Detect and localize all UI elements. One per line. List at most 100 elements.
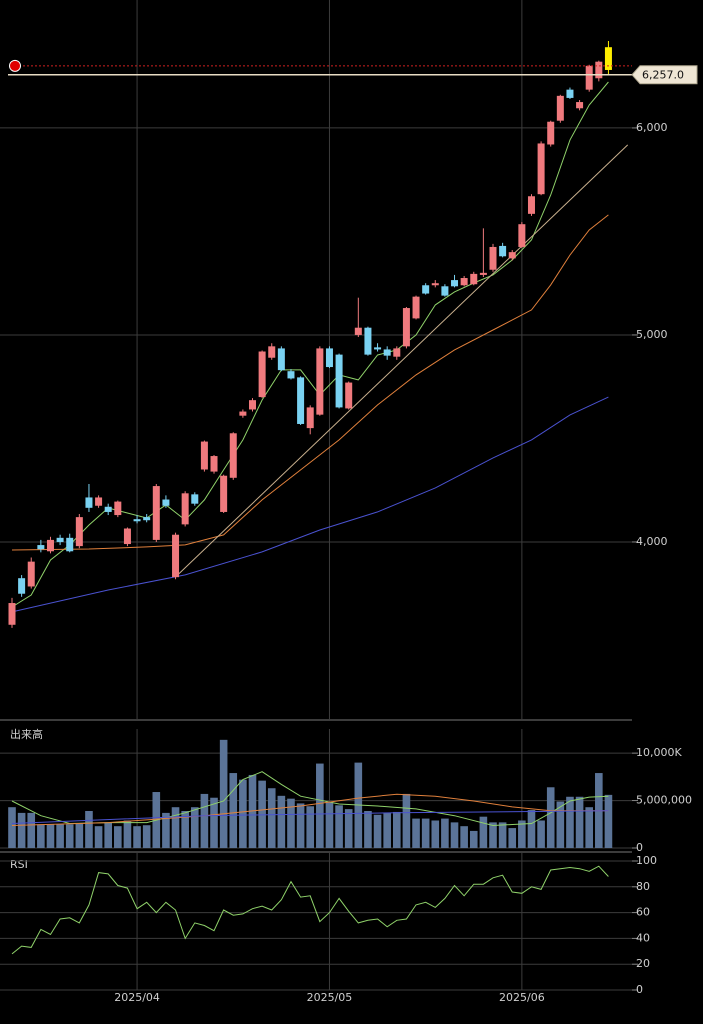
ma-line bbox=[11, 793, 609, 826]
volume-bar bbox=[114, 826, 122, 848]
volume-bar bbox=[575, 796, 584, 848]
volume-bar bbox=[344, 809, 353, 848]
x-tick-label: 2025/06 bbox=[499, 991, 545, 1004]
x-tick-label: 2025/04 bbox=[114, 991, 160, 1004]
volume-bar bbox=[37, 824, 45, 848]
candle-body bbox=[412, 296, 420, 319]
volume-bar bbox=[210, 797, 218, 848]
candle-body bbox=[518, 224, 526, 247]
volume-bar bbox=[460, 826, 468, 848]
candle-body bbox=[123, 528, 131, 545]
candle-body bbox=[374, 347, 382, 350]
volume-bar bbox=[306, 806, 315, 848]
candle-body bbox=[604, 47, 612, 70]
volume-bar bbox=[431, 820, 440, 848]
candle-body bbox=[547, 121, 555, 145]
volume-bar bbox=[181, 811, 189, 848]
volume-bar bbox=[56, 824, 64, 848]
ma-line bbox=[11, 810, 609, 824]
y-tick-label: 80 bbox=[636, 880, 650, 893]
candle-body bbox=[479, 272, 487, 275]
volume-bar bbox=[556, 801, 565, 848]
volume-bar bbox=[489, 822, 497, 848]
candle-body bbox=[354, 327, 362, 335]
candle-body bbox=[325, 348, 333, 368]
candle-body bbox=[249, 400, 256, 410]
candle-body bbox=[383, 349, 391, 356]
candle-body bbox=[27, 561, 35, 587]
ma-line bbox=[175, 144, 629, 578]
volume-bar bbox=[17, 812, 26, 848]
candle-body bbox=[220, 475, 228, 512]
ma-line bbox=[11, 396, 609, 613]
volume-bar bbox=[498, 822, 507, 848]
candle-body bbox=[8, 603, 16, 625]
volume-bar bbox=[258, 780, 266, 848]
volume-bar bbox=[229, 773, 238, 848]
volume-bar bbox=[8, 807, 16, 848]
volume-bar bbox=[421, 818, 430, 848]
candle-body bbox=[393, 348, 401, 357]
volume-bar bbox=[508, 828, 517, 848]
candle-body bbox=[114, 501, 122, 516]
candle-body bbox=[335, 354, 343, 408]
candle-body bbox=[239, 411, 247, 416]
candle-body bbox=[66, 537, 74, 552]
volume-bar bbox=[537, 820, 545, 848]
volume-bar bbox=[75, 823, 84, 848]
candle-body bbox=[470, 273, 478, 285]
volume-bar bbox=[277, 795, 286, 848]
candle-body bbox=[143, 517, 151, 521]
volume-bar bbox=[133, 826, 141, 848]
volume-bar bbox=[604, 794, 613, 848]
volume-bar bbox=[441, 818, 449, 848]
candle-body bbox=[556, 95, 564, 121]
volume-bar bbox=[200, 793, 209, 848]
candle-body bbox=[152, 486, 160, 540]
y-tick-label: 100 bbox=[636, 854, 657, 867]
volume-bar bbox=[219, 739, 228, 848]
candle-body bbox=[441, 286, 449, 296]
volume-bar bbox=[546, 787, 555, 848]
y-tick-label: 40 bbox=[636, 931, 650, 944]
volume-bar bbox=[393, 811, 401, 848]
x-tick-label: 2025/05 bbox=[307, 991, 353, 1004]
candle-body bbox=[364, 327, 372, 355]
candle-body bbox=[85, 497, 93, 508]
candle-body bbox=[451, 280, 459, 287]
volume-bar bbox=[373, 814, 382, 848]
volume-bar bbox=[94, 826, 103, 848]
candle-body bbox=[306, 407, 314, 429]
y-tick-label: 0 bbox=[636, 841, 643, 854]
volume-bar bbox=[27, 812, 36, 848]
candle-body bbox=[316, 348, 324, 415]
volume-bar bbox=[518, 820, 526, 848]
candle-body bbox=[499, 245, 507, 257]
candle-body bbox=[268, 346, 276, 358]
volume-bar bbox=[171, 807, 180, 848]
y-tick-label: 20 bbox=[636, 957, 650, 970]
candle-body bbox=[527, 196, 535, 214]
volume-bar bbox=[383, 812, 391, 848]
rsi-title: RSI bbox=[10, 858, 28, 871]
volume-bar bbox=[412, 818, 420, 848]
candle-body bbox=[258, 351, 266, 398]
candle-body bbox=[277, 348, 285, 371]
alert-marker bbox=[9, 59, 21, 72]
candle-body bbox=[37, 545, 45, 550]
volume-bar bbox=[335, 805, 343, 848]
candle-body bbox=[489, 246, 497, 270]
candle-body bbox=[566, 89, 574, 98]
candle-body bbox=[402, 308, 410, 347]
volume-bar bbox=[450, 822, 459, 848]
candle-body bbox=[75, 517, 83, 547]
volume-bar bbox=[162, 812, 170, 848]
candle-body bbox=[133, 519, 141, 522]
candle-body bbox=[537, 143, 545, 195]
candle-body bbox=[210, 456, 218, 472]
volume-bar bbox=[469, 830, 478, 848]
candle-body bbox=[56, 537, 64, 542]
volume-bar bbox=[123, 820, 132, 848]
rsi-line bbox=[11, 865, 609, 955]
